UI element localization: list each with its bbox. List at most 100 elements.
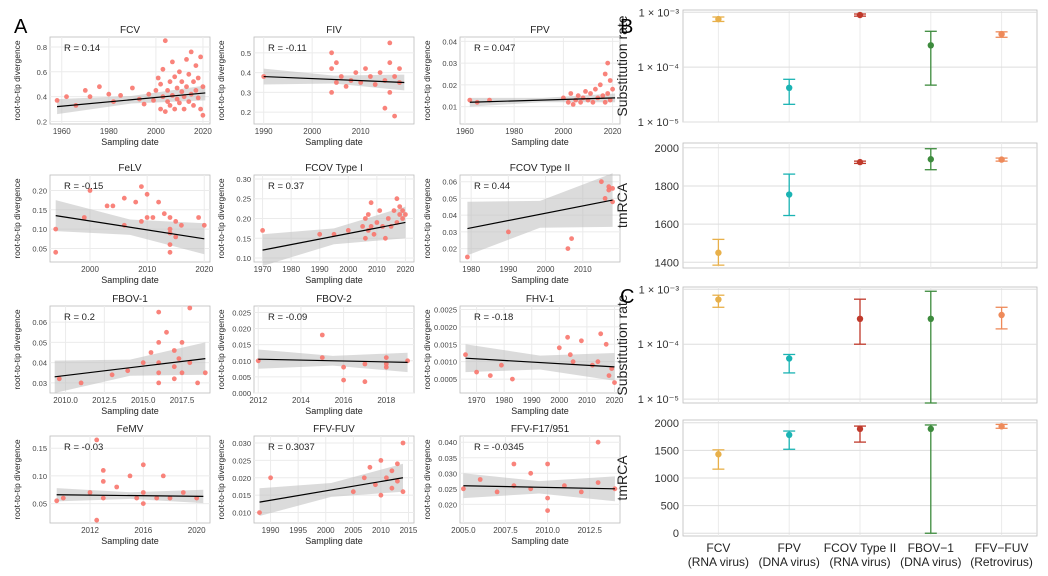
data-point — [487, 373, 493, 378]
data-point — [578, 99, 583, 105]
regression-line — [467, 199, 613, 230]
y-tick-label: 0.0020 — [434, 323, 457, 332]
x-axis-label: Sampling date — [101, 406, 159, 416]
y-tick-label: 0.4 — [37, 93, 47, 102]
errorbar-fbov-1 — [924, 148, 937, 171]
r-value-label: R = 0.047 — [474, 43, 515, 54]
errorbar-panel-b-rate: 1 × 10⁻⁵ 1 × 10⁻⁴ 1 × 10⁻³ Substitution rat… — [614, 7, 1038, 129]
data-point — [187, 360, 193, 366]
y-tick-label: 0.25 — [236, 195, 251, 204]
y-tick-label: 0.0005 — [434, 375, 457, 384]
data-point — [139, 219, 144, 224]
data-point — [179, 89, 185, 95]
errorbar-fcv — [712, 449, 725, 470]
y-tick-label: 0.03 — [442, 228, 457, 237]
data-point — [583, 89, 588, 94]
data-point — [161, 211, 167, 217]
data-point — [202, 370, 208, 376]
data-point — [198, 54, 204, 60]
data-point — [403, 212, 408, 217]
y-tick-label: 0.04 — [442, 37, 457, 46]
x-tick-label: 2005 — [344, 526, 362, 535]
data-point — [598, 331, 604, 337]
data-point — [257, 510, 262, 515]
data-point — [179, 222, 184, 228]
x-tick-label: 2000 — [317, 526, 335, 535]
x-tick-label: 2012.5 — [577, 526, 602, 535]
data-point — [110, 203, 116, 209]
y-axis-label: root-to-tip divergence — [216, 309, 226, 390]
y-tick-label: 0.15 — [32, 444, 47, 453]
data-point — [573, 97, 579, 103]
data-point — [94, 517, 100, 523]
data-point — [144, 191, 150, 197]
data-point — [607, 97, 613, 103]
errorbar-ffv-fuv — [995, 423, 1008, 430]
regression-line — [262, 221, 406, 251]
data-point — [595, 480, 601, 485]
data-point — [556, 345, 562, 351]
estimate-point — [856, 315, 864, 323]
data-point — [165, 99, 171, 104]
data-point — [114, 484, 120, 490]
data-point — [565, 246, 571, 252]
data-point — [387, 40, 393, 46]
estimate-point — [927, 42, 934, 49]
panel-label-c: C — [620, 286, 635, 308]
y-tick-label: 0.03 — [32, 379, 47, 388]
plot-title: FCOV Type I — [305, 163, 363, 174]
data-point — [593, 86, 598, 92]
y-axis-label: root-to-tip divergence — [422, 40, 432, 121]
x-tick-label: 1980 — [495, 396, 513, 405]
y-tick-label: 0.04 — [442, 211, 457, 220]
data-point — [268, 475, 273, 481]
y-tick-label: 0 — [673, 528, 679, 540]
scatter-plot-ffv-f17-951: 2005.0 2007.5 2010.0 2012.5 0.020 0.025 0.030 0… — [422, 424, 621, 546]
x-tick-label: 2010.0 — [535, 526, 560, 535]
data-point — [568, 91, 574, 96]
plot-title: FeLV — [118, 163, 141, 174]
data-point — [383, 235, 388, 241]
data-point — [109, 372, 115, 378]
y-tick-label: 0.030 — [438, 469, 457, 478]
data-point — [610, 186, 615, 191]
data-point — [154, 495, 160, 501]
data-point — [397, 204, 403, 210]
x-axis-label: Sampling date — [511, 406, 569, 416]
x-axis-label: Sampling date — [101, 275, 159, 285]
data-point — [162, 109, 168, 114]
r-value-label: R = -0.09 — [268, 312, 307, 323]
data-point — [545, 461, 550, 467]
data-point — [160, 66, 166, 72]
data-point — [373, 482, 378, 488]
x-tick-label: 2016 — [335, 396, 353, 405]
data-point — [140, 360, 146, 366]
data-point — [377, 208, 383, 214]
data-point — [179, 370, 185, 376]
x-axis-label: Sampling date — [101, 137, 159, 147]
data-point — [195, 380, 201, 386]
data-point — [54, 498, 60, 504]
data-point — [463, 352, 468, 358]
data-point — [575, 93, 581, 99]
y-tick-label: 0.0025 — [434, 305, 457, 314]
data-point — [606, 187, 612, 193]
category-label-fcv: FCV (RNA virus) — [688, 541, 749, 569]
r-value-label: R = -0.0345 — [474, 442, 524, 453]
data-point — [494, 489, 500, 495]
errorbar-fpv — [783, 173, 796, 217]
data-point — [198, 106, 204, 112]
data-point — [378, 492, 384, 498]
data-point — [360, 224, 365, 229]
data-point — [191, 79, 196, 85]
data-point — [87, 188, 93, 193]
data-point — [387, 90, 393, 95]
data-point — [362, 379, 368, 385]
y-tick-label: 0.20 — [32, 186, 47, 195]
scatter-plot-fcv: 1960 1980 2000 2020 0.2 0.4 0.6 0.8 FCV R = 0.14 S… — [12, 25, 212, 147]
data-point — [565, 99, 571, 105]
data-point — [345, 228, 351, 233]
data-point — [134, 495, 140, 501]
y-axis-label: root-to-tip divergence — [216, 40, 226, 121]
